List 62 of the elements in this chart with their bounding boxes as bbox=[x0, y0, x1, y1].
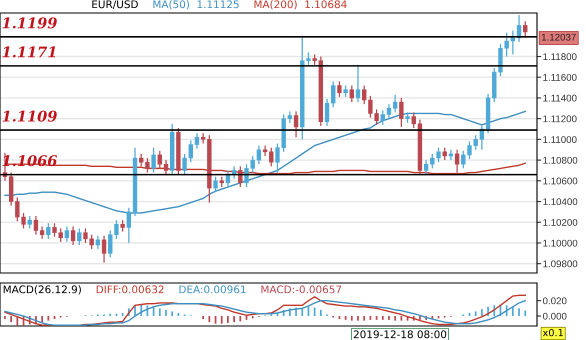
text: MA(50) 1.11125 bbox=[153, 0, 239, 10]
y-tick-label: 1.09800 bbox=[543, 260, 578, 268]
candlestick bbox=[102, 235, 106, 264]
y-tick-label: 1.11200 bbox=[543, 115, 577, 122]
text: x0.1 bbox=[542, 328, 563, 336]
candlestick bbox=[350, 84, 354, 103]
candlestick bbox=[436, 147, 441, 163]
candlestick bbox=[126, 207, 132, 244]
candlestick bbox=[21, 212, 26, 230]
ref-line-label: 1.1171 bbox=[2, 46, 56, 58]
series-label: DIFF:0.00632 bbox=[96, 285, 164, 294]
candlestick bbox=[343, 84, 348, 98]
candlestick bbox=[448, 149, 454, 161]
candlestick bbox=[374, 108, 379, 126]
line-series bbox=[4, 294, 526, 326]
candlestick bbox=[392, 94, 398, 114]
y-tick-label: 1.10400 bbox=[543, 198, 578, 206]
series-label: DEA:0.00961 bbox=[179, 285, 246, 294]
candlestick bbox=[70, 226, 76, 246]
y-tick-label: 1.10600 bbox=[543, 178, 578, 184]
candlestick bbox=[213, 176, 218, 193]
y-tick-label: 0.000 bbox=[542, 312, 567, 320]
candlestick bbox=[516, 14, 522, 43]
candlestick bbox=[40, 226, 44, 240]
ref-line-label: 1.1199 bbox=[2, 17, 57, 28]
candlestick bbox=[77, 228, 82, 246]
candlestick bbox=[442, 147, 447, 161]
candlestick bbox=[96, 235, 100, 250]
candlestick bbox=[405, 112, 410, 124]
text: MA(200) 1.10684 bbox=[254, 0, 347, 10]
y-tick-label: 1.10200 bbox=[543, 218, 578, 226]
candlestick bbox=[294, 110, 298, 138]
text: 1.12037 bbox=[542, 34, 576, 41]
candlestick bbox=[28, 215, 32, 230]
candlestick bbox=[454, 149, 460, 174]
candlestick bbox=[46, 222, 51, 240]
y-tick-label: 0.020 bbox=[542, 297, 567, 304]
candlestick bbox=[399, 97, 404, 128]
candlestick bbox=[89, 234, 94, 250]
candlestick bbox=[356, 64, 360, 103]
candlestick bbox=[64, 226, 70, 243]
candlestick bbox=[220, 176, 224, 188]
y-tick-label: 1.11800 bbox=[543, 53, 577, 60]
candlestick bbox=[275, 142, 280, 174]
candlestick bbox=[34, 215, 38, 236]
ref-line-label: 1.1109 bbox=[2, 110, 57, 122]
y-tick-label: 1.11400 bbox=[543, 94, 577, 102]
line-series bbox=[4, 300, 526, 326]
text: 2019-12-18 08:00 bbox=[354, 330, 446, 338]
y-tick-label: 1.10000 bbox=[543, 240, 578, 247]
chart-title: EUR/USD bbox=[92, 0, 138, 10]
candlestick bbox=[120, 220, 125, 232]
series-label: MACD:-0.00657 bbox=[261, 285, 342, 294]
candlestick bbox=[151, 147, 156, 174]
candlestick bbox=[83, 228, 88, 244]
y-tick-label: 1.11600 bbox=[543, 74, 577, 81]
candlestick bbox=[523, 20, 528, 38]
chart-title: MACD(26.12.9) bbox=[4, 285, 81, 295]
y-tick-label: 1.11000 bbox=[543, 136, 577, 143]
candlestick bbox=[337, 80, 342, 98]
candlestick bbox=[238, 166, 243, 188]
y-tick-label: 1.10800 bbox=[543, 156, 578, 164]
